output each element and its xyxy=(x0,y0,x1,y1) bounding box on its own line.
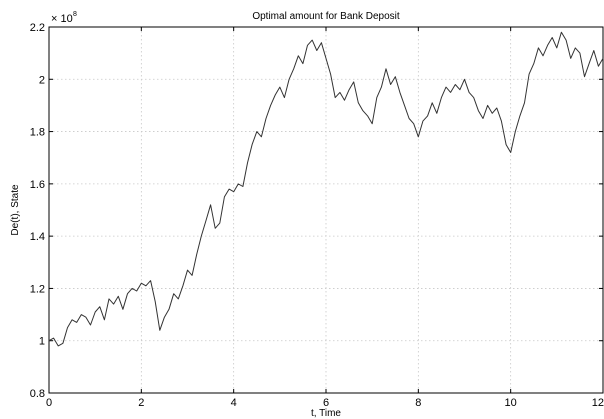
x-tick-label: 8 xyxy=(415,397,421,409)
scale-exponent: × 10 8 xyxy=(51,11,77,25)
y-tick-label: 1.8 xyxy=(30,127,45,139)
scale-exponent-value: 8 xyxy=(73,11,77,18)
y-tick-label: 1.4 xyxy=(30,231,45,243)
y-tick-label: 2.2 xyxy=(30,22,45,34)
x-tick-label: 12 xyxy=(592,397,604,409)
y-tick-label: 1.6 xyxy=(30,179,45,191)
y-axis-title: De(t), State xyxy=(10,184,21,236)
y-tick-label: 2 xyxy=(39,74,45,86)
x-tick-label: 6 xyxy=(323,397,329,409)
x-tick-label: 10 xyxy=(505,397,517,409)
plot-frame xyxy=(48,26,604,394)
y-tick-label: 0.8 xyxy=(30,388,45,400)
y-tick-label: 1.2 xyxy=(30,283,45,295)
x-tick-label: 0 xyxy=(46,397,52,409)
x-axis-title: t, Time xyxy=(311,408,341,419)
scale-exponent-label: × 10 xyxy=(51,13,73,25)
ticks: 0 2 4 6 8 10 12 0.8 1 1.2 1.4 1.6 1.8 2 2.2 xyxy=(30,22,604,409)
series-line xyxy=(48,31,604,347)
y-tick-label: 1 xyxy=(39,336,45,348)
x-tick-label: 2 xyxy=(138,397,144,409)
chart-title: Optimal amount for Bank Deposit xyxy=(252,11,400,22)
grid xyxy=(49,27,603,393)
x-tick-label: 4 xyxy=(231,397,237,409)
